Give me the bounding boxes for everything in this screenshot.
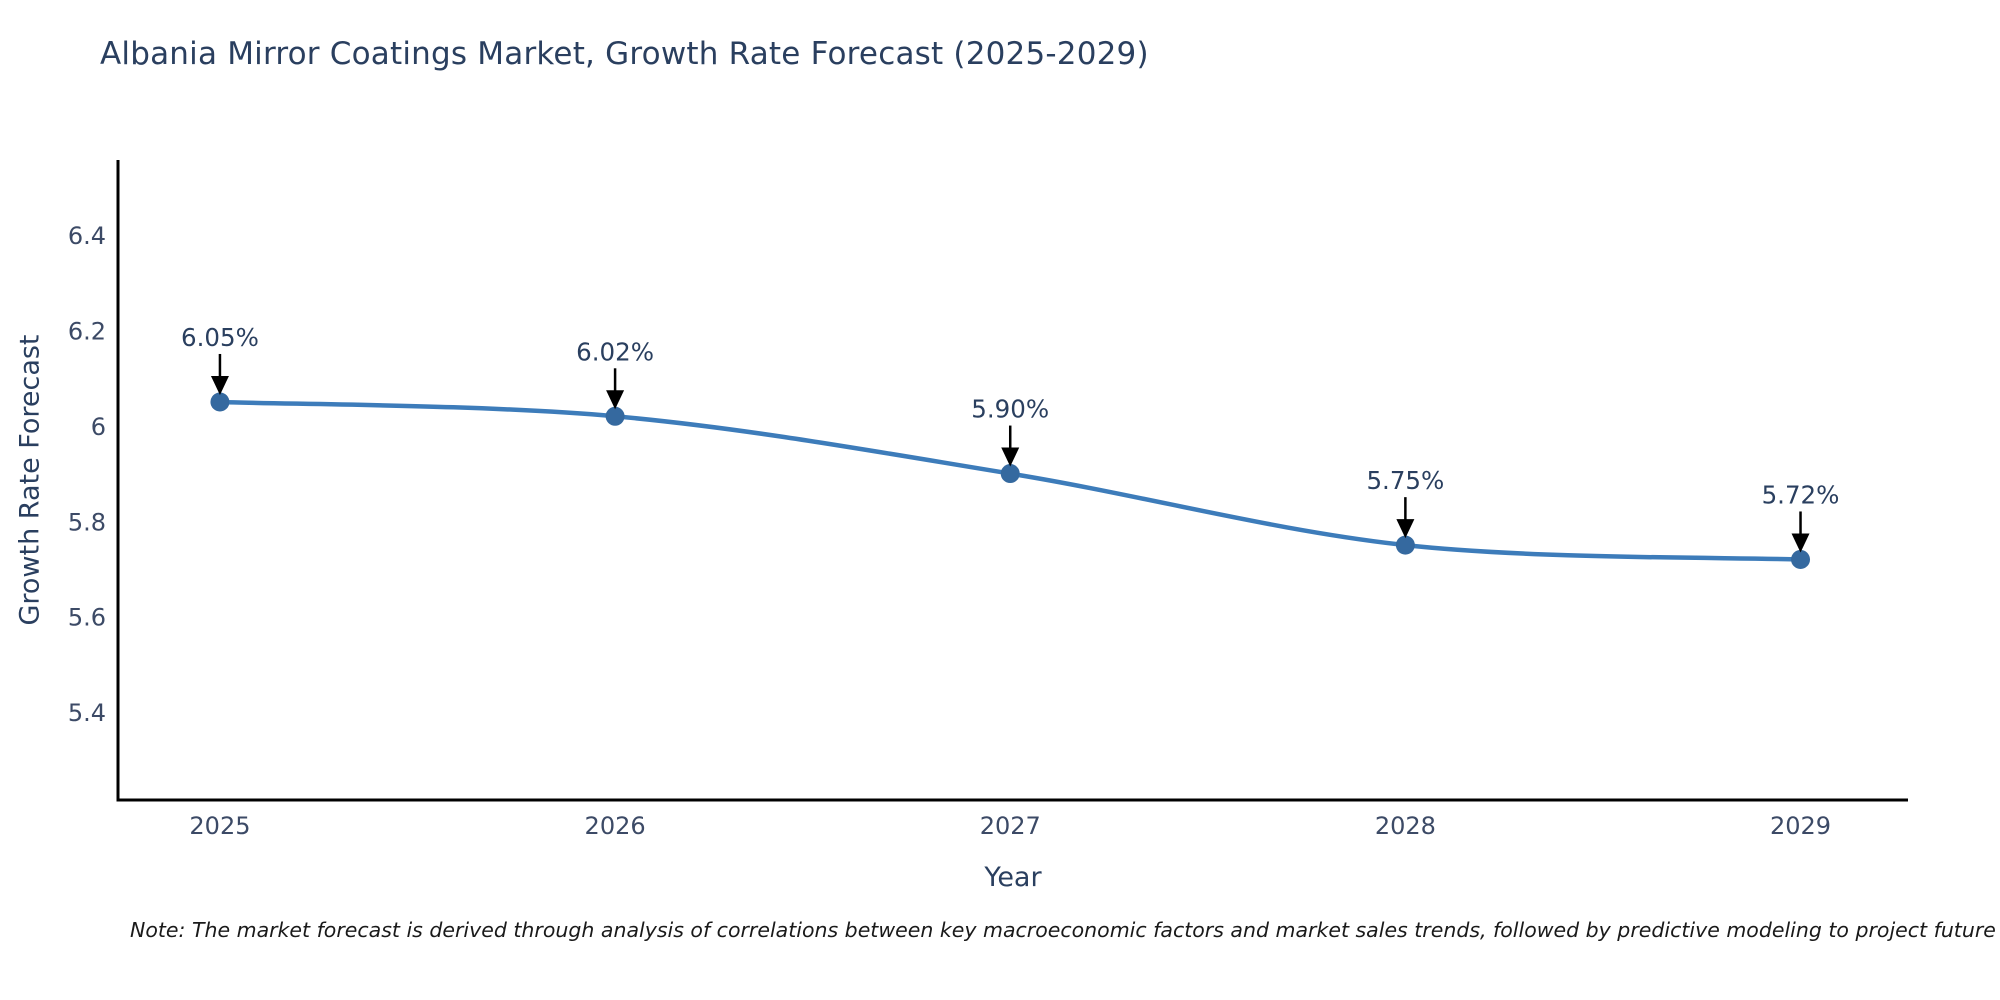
annotation-arrowhead-icon (1791, 533, 1810, 553)
y-tick-label: 5.6 (68, 604, 106, 632)
x-tick-label: 2027 (980, 812, 1041, 840)
data-point-marker (1395, 535, 1415, 555)
x-tick-label: 2028 (1375, 812, 1436, 840)
data-point-marker (1791, 549, 1811, 569)
data-point-marker (210, 392, 230, 412)
data-point-marker (605, 406, 625, 426)
y-tick-label: 6.2 (68, 317, 106, 345)
annotation-label: 5.90% (971, 395, 1049, 424)
annotation-label: 5.72% (1762, 480, 1840, 509)
annotation-arrowhead-icon (606, 390, 625, 410)
y-tick-label: 6.4 (68, 222, 106, 250)
chart-title: Albania Mirror Coatings Market, Growth R… (100, 36, 1149, 72)
annotation-arrowhead-icon (1396, 519, 1415, 539)
annotation-label: 6.02% (576, 337, 654, 366)
x-tick-label: 2025 (189, 812, 250, 840)
data-point-marker (1000, 464, 1020, 484)
annotation-arrowhead-icon (210, 375, 229, 395)
x-axis-title: Year (984, 862, 1042, 893)
y-tick-label: 5.4 (68, 699, 106, 727)
annotation-arrowhead-icon (1001, 447, 1020, 467)
y-tick-label: 6 (91, 413, 106, 441)
annotation-label: 6.05% (181, 323, 259, 352)
x-tick-label: 2029 (1770, 812, 1831, 840)
y-tick-label: 5.8 (68, 508, 106, 536)
x-tick-label: 2026 (585, 812, 646, 840)
footnote: Note: The market forecast is derived thr… (130, 918, 2000, 942)
annotation-label: 5.75% (1366, 466, 1444, 495)
